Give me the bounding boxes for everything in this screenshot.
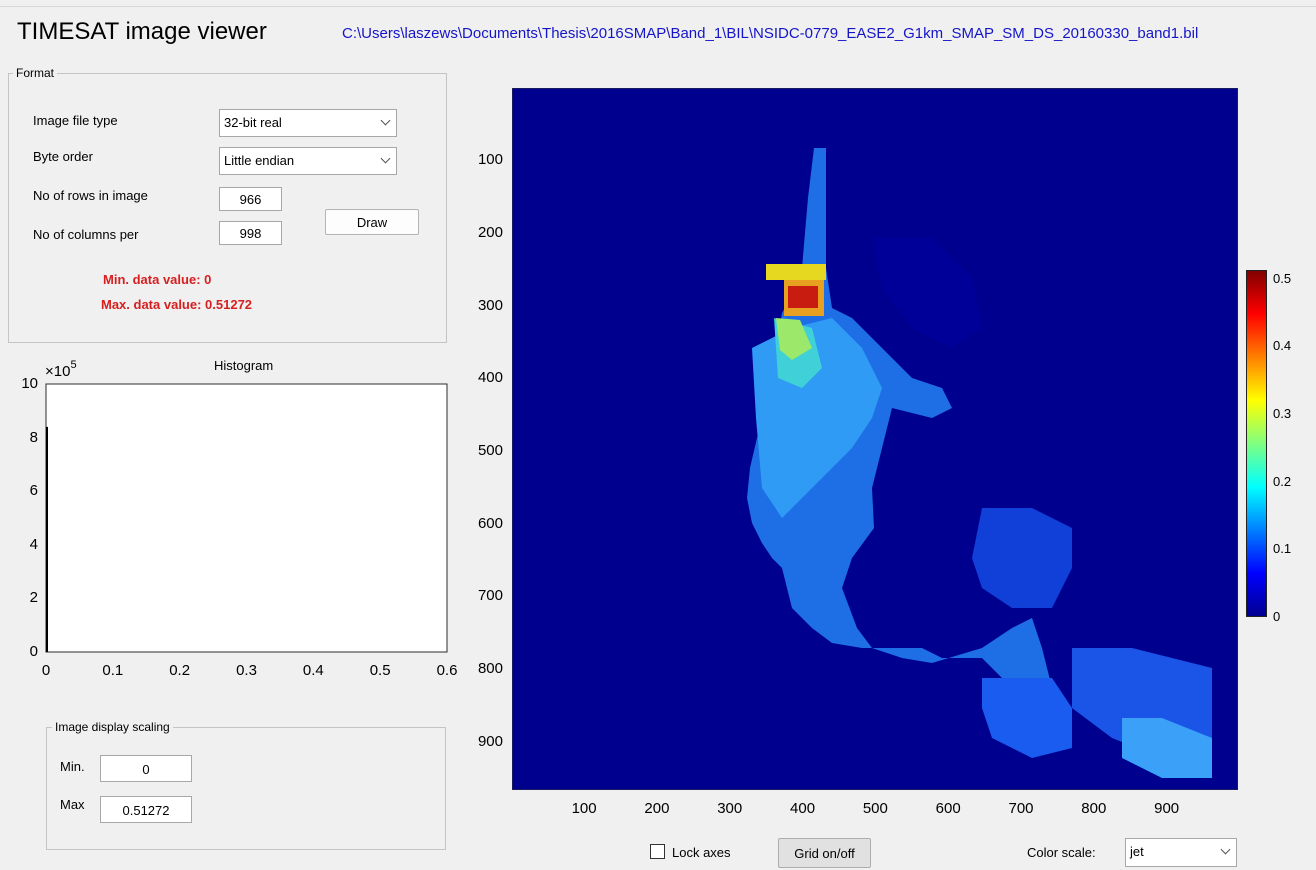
image-x-tick: 400 xyxy=(790,800,816,817)
scale-min-label: Min. xyxy=(60,759,85,774)
image-y-tick: 200 xyxy=(477,223,503,241)
colorbar-tick: 0.3 xyxy=(1273,405,1292,421)
histogram-y-tick: 10 xyxy=(21,375,38,392)
land-region-sw-coast xyxy=(1122,718,1212,778)
file-type-label: Image file type xyxy=(33,113,118,128)
chevron-down-icon xyxy=(380,115,391,126)
image-y-tick: 500 xyxy=(477,442,503,459)
scaling-legend: Image display scaling xyxy=(52,720,173,734)
lock-axes-label: Lock axes xyxy=(672,845,731,860)
image-x-tick: 900 xyxy=(1154,800,1180,817)
byte-order-value: Little endian xyxy=(224,153,295,168)
colorbar-tick: 0.4 xyxy=(1273,338,1292,354)
histogram-y-tick: 6 xyxy=(29,482,38,500)
format-legend: Format xyxy=(13,66,58,80)
land-region-high2 xyxy=(776,318,812,360)
file-path: C:\Users\laszews\Documents\Thesis\2016SM… xyxy=(342,25,1199,42)
histogram-x-tick: 0.5 xyxy=(369,662,391,679)
draw-button[interactable]: Draw xyxy=(325,209,419,235)
colorbar-tick: 0.1 xyxy=(1273,541,1292,557)
image-x-tick: 300 xyxy=(717,800,743,817)
colorbar-tick: 0 xyxy=(1273,609,1281,624)
image-x-tick: 700 xyxy=(1008,800,1034,817)
histogram-x-tick: 0.1 xyxy=(102,662,124,679)
image-display[interactable] xyxy=(512,88,1238,790)
histogram-title: Histogram xyxy=(214,358,274,373)
cols-input[interactable]: 998 xyxy=(219,221,282,245)
histogram-x-tick: 0.2 xyxy=(169,662,191,679)
file-type-select[interactable]: 32-bit real xyxy=(219,109,397,137)
max-data-value: Max. data value: 0.51272 xyxy=(101,297,253,312)
colorbar-tick: 0.5 xyxy=(1273,270,1292,286)
cols-label: No of columns per xyxy=(33,227,139,242)
histogram-bar xyxy=(46,426,48,652)
histogram-exponent: ×105 xyxy=(45,359,77,380)
colorbar-tick: 0.2 xyxy=(1273,473,1292,489)
color-scale-value: jet xyxy=(1130,844,1144,859)
histogram-y-tick: 8 xyxy=(29,428,38,446)
histogram-axes xyxy=(45,383,448,653)
min-data-value: Min. data value: 0 xyxy=(103,272,212,287)
histogram-x-tick: 0 xyxy=(41,662,51,679)
histogram-x-tick: 0.4 xyxy=(302,662,324,679)
histogram-y-tick: 0 xyxy=(29,643,38,660)
image-y-tick: 400 xyxy=(477,369,503,387)
image-x-tick: 600 xyxy=(935,800,961,817)
rows-input[interactable]: 966 xyxy=(219,187,282,211)
image-x-tick: 800 xyxy=(1081,800,1107,817)
land-region-warm xyxy=(766,264,826,280)
scaling-panel xyxy=(46,727,446,850)
chevron-down-icon xyxy=(380,153,391,164)
scale-max-input[interactable]: 0.51272 xyxy=(100,796,192,823)
histogram-x-tick: 0.6 xyxy=(436,662,458,679)
histogram-plot xyxy=(45,383,448,653)
color-scale-label: Color scale: xyxy=(1027,845,1096,860)
color-scale-select[interactable]: jet xyxy=(1125,838,1237,867)
app-title: TIMESAT image viewer xyxy=(17,18,267,45)
top-divider xyxy=(0,6,1316,7)
histogram-x-tick: 0.3 xyxy=(236,662,257,679)
colorbar xyxy=(1246,270,1267,617)
land-region-main xyxy=(747,148,1057,748)
rows-label: No of rows in image xyxy=(33,188,148,203)
chevron-down-icon xyxy=(1220,844,1231,855)
image-y-tick: 900 xyxy=(477,732,503,750)
image-x-tick: 100 xyxy=(571,800,597,817)
image-y-tick: 100 xyxy=(477,151,503,169)
ocean-gap xyxy=(872,238,982,348)
image-x-tick: 200 xyxy=(644,800,670,817)
scale-min-input[interactable]: 0 xyxy=(100,755,192,782)
file-type-value: 32-bit real xyxy=(224,115,282,130)
land-region-max xyxy=(788,286,818,308)
image-x-tick: 500 xyxy=(862,800,888,817)
lock-axes-checkbox[interactable] xyxy=(650,844,665,859)
land-region-east1 xyxy=(972,508,1072,608)
byte-order-select[interactable]: Little endian xyxy=(219,147,397,175)
grid-toggle-button[interactable]: Grid on/off xyxy=(778,838,871,868)
image-y-tick: 600 xyxy=(477,514,503,532)
byte-order-label: Byte order xyxy=(33,149,93,164)
histogram-y-tick: 4 xyxy=(29,535,38,553)
image-y-tick: 800 xyxy=(477,660,503,678)
soil-moisture-map xyxy=(747,148,1212,778)
histogram-y-tick: 2 xyxy=(29,589,38,607)
scale-max-label: Max xyxy=(60,797,85,812)
image-y-tick: 300 xyxy=(477,296,503,314)
image-y-tick: 700 xyxy=(477,587,503,605)
land-region-south xyxy=(982,678,1072,758)
format-panel xyxy=(8,73,447,343)
